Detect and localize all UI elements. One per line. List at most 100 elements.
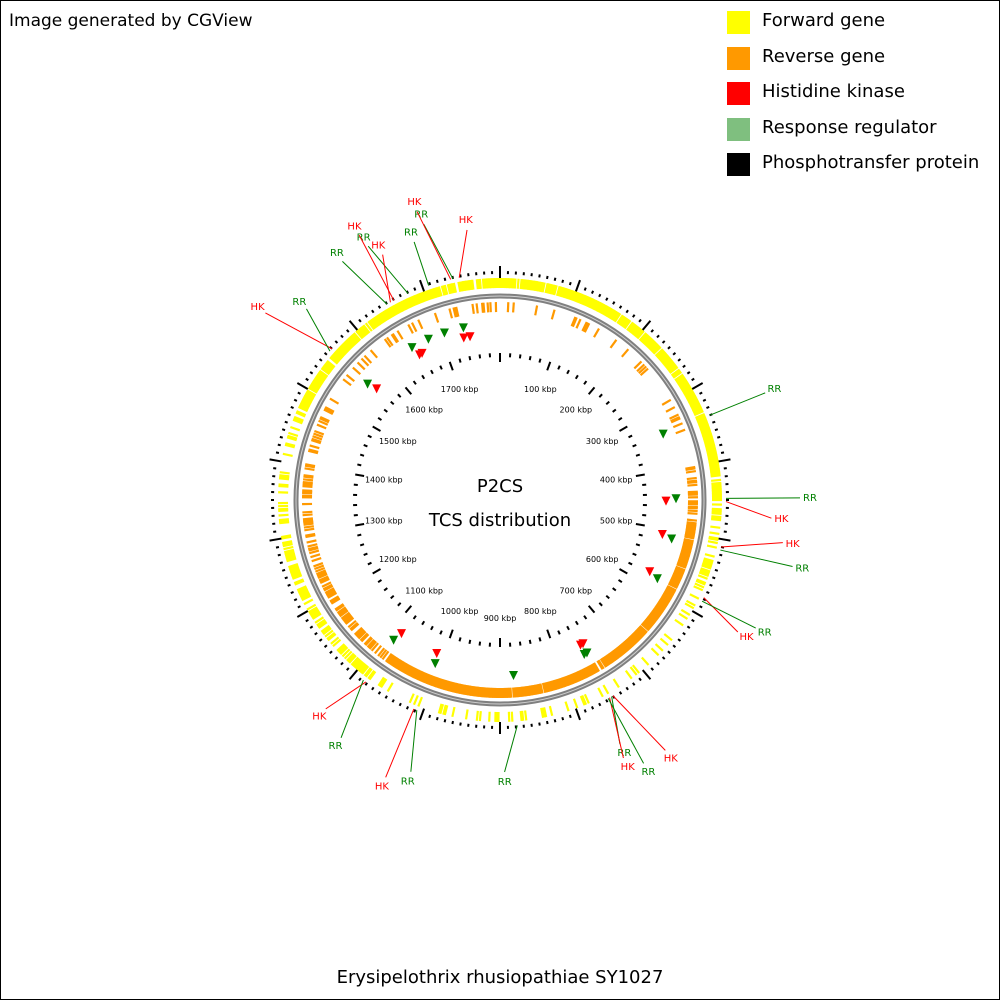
forward-gene	[602, 684, 610, 695]
reverse-gene	[684, 531, 696, 536]
reverse-gene	[413, 669, 420, 680]
forward-gene	[513, 278, 517, 289]
forward-gene	[333, 351, 343, 361]
forward-gene	[541, 282, 546, 293]
reverse-gene	[546, 681, 552, 692]
outer-minor-tick	[568, 714, 572, 719]
outer-minor-tick	[287, 583, 291, 587]
reverse-gene	[409, 667, 417, 678]
forward-gene	[655, 349, 665, 358]
forward-gene	[417, 293, 423, 304]
reverse-gene	[386, 336, 394, 347]
reverse-gene	[600, 657, 609, 668]
forward-gene	[308, 607, 319, 615]
reverse-gene	[646, 615, 656, 624]
reverse-gene	[383, 338, 392, 348]
reverse-gene	[588, 664, 596, 675]
inner-minor-tick	[430, 369, 434, 375]
legend-label: Response regulator	[762, 116, 937, 138]
reverse-gene	[626, 637, 636, 647]
reverse-gene	[394, 658, 402, 669]
forward-gene	[703, 558, 714, 564]
reverse-gene	[345, 616, 355, 625]
reverse-gene	[636, 627, 646, 637]
forward-gene	[418, 292, 425, 303]
forward-gene	[678, 380, 689, 388]
reverse-gene	[367, 639, 377, 649]
forward-gene	[703, 439, 715, 445]
forward-gene	[466, 280, 471, 291]
reverse-gene	[521, 686, 525, 697]
outer-minor-tick	[346, 329, 350, 333]
forward-gene	[665, 361, 675, 370]
reverse-gene	[685, 530, 696, 535]
reverse-gene	[593, 327, 600, 338]
reverse-gene	[649, 611, 660, 620]
forward-gene	[709, 531, 720, 536]
outer-minor-tick	[598, 702, 602, 707]
forward-gene	[635, 329, 644, 339]
reverse-gene	[685, 465, 696, 470]
forward-gene	[659, 637, 669, 646]
reverse-gene	[558, 678, 564, 689]
reverse-gene	[307, 543, 318, 548]
forward-gene	[281, 535, 292, 540]
forward-gene	[364, 668, 373, 678]
forward-gene	[544, 282, 549, 294]
reverse-gene	[534, 684, 539, 695]
forward-gene	[477, 278, 481, 290]
forward-gene	[657, 351, 667, 361]
inner-minor-tick	[583, 380, 588, 385]
reverse-gene	[680, 549, 692, 555]
reverse-gene	[657, 600, 668, 609]
reverse-gene	[422, 672, 429, 683]
reverse-gene	[658, 599, 668, 608]
reverse-gene	[541, 682, 547, 694]
forward-gene	[448, 283, 453, 294]
forward-gene	[567, 289, 573, 300]
reverse-gene	[665, 587, 676, 594]
forward-gene	[570, 290, 576, 301]
reverse-gene	[644, 618, 654, 628]
callout-line	[382, 254, 391, 303]
outer-major-tick	[718, 537, 731, 542]
outer-minor-tick	[583, 709, 587, 713]
forward-gene	[702, 561, 713, 567]
reverse-gene	[593, 662, 600, 673]
forward-gene	[548, 705, 554, 717]
reverse-gene	[674, 568, 685, 574]
callout-line	[416, 211, 452, 280]
reverse-gene	[340, 611, 351, 620]
reverse-gene	[457, 683, 462, 694]
rr-label: RR	[758, 628, 772, 639]
rr-marker	[579, 650, 589, 660]
outer-minor-tick	[605, 699, 609, 703]
inner-minor-tick	[598, 393, 603, 398]
reverse-gene	[448, 681, 454, 692]
forward-gene	[278, 513, 289, 517]
forward-gene	[656, 350, 666, 359]
reverse-gene	[587, 665, 594, 676]
reverse-gene	[677, 560, 688, 567]
hk-marker	[396, 629, 406, 639]
reverse-gene	[479, 686, 483, 698]
outer-minor-tick	[632, 682, 636, 686]
forward-gene	[654, 643, 664, 652]
hk-marker	[575, 640, 585, 650]
reverse-gene	[509, 687, 513, 698]
reverse-gene	[549, 680, 555, 692]
outer-minor-tick	[281, 568, 286, 572]
forward-gene	[510, 278, 514, 289]
callout-line	[325, 681, 367, 710]
forward-gene	[560, 287, 566, 298]
hk-label: HK	[312, 712, 327, 723]
forward-gene	[376, 314, 384, 325]
reverse-gene	[374, 644, 383, 655]
reverse-gene	[669, 413, 680, 420]
reverse-gene	[671, 574, 682, 581]
reverse-gene	[327, 591, 338, 599]
reverse-gene	[317, 571, 328, 578]
reverse-gene	[412, 668, 419, 679]
inner-major-tick	[546, 361, 552, 371]
forward-gene	[572, 291, 579, 302]
